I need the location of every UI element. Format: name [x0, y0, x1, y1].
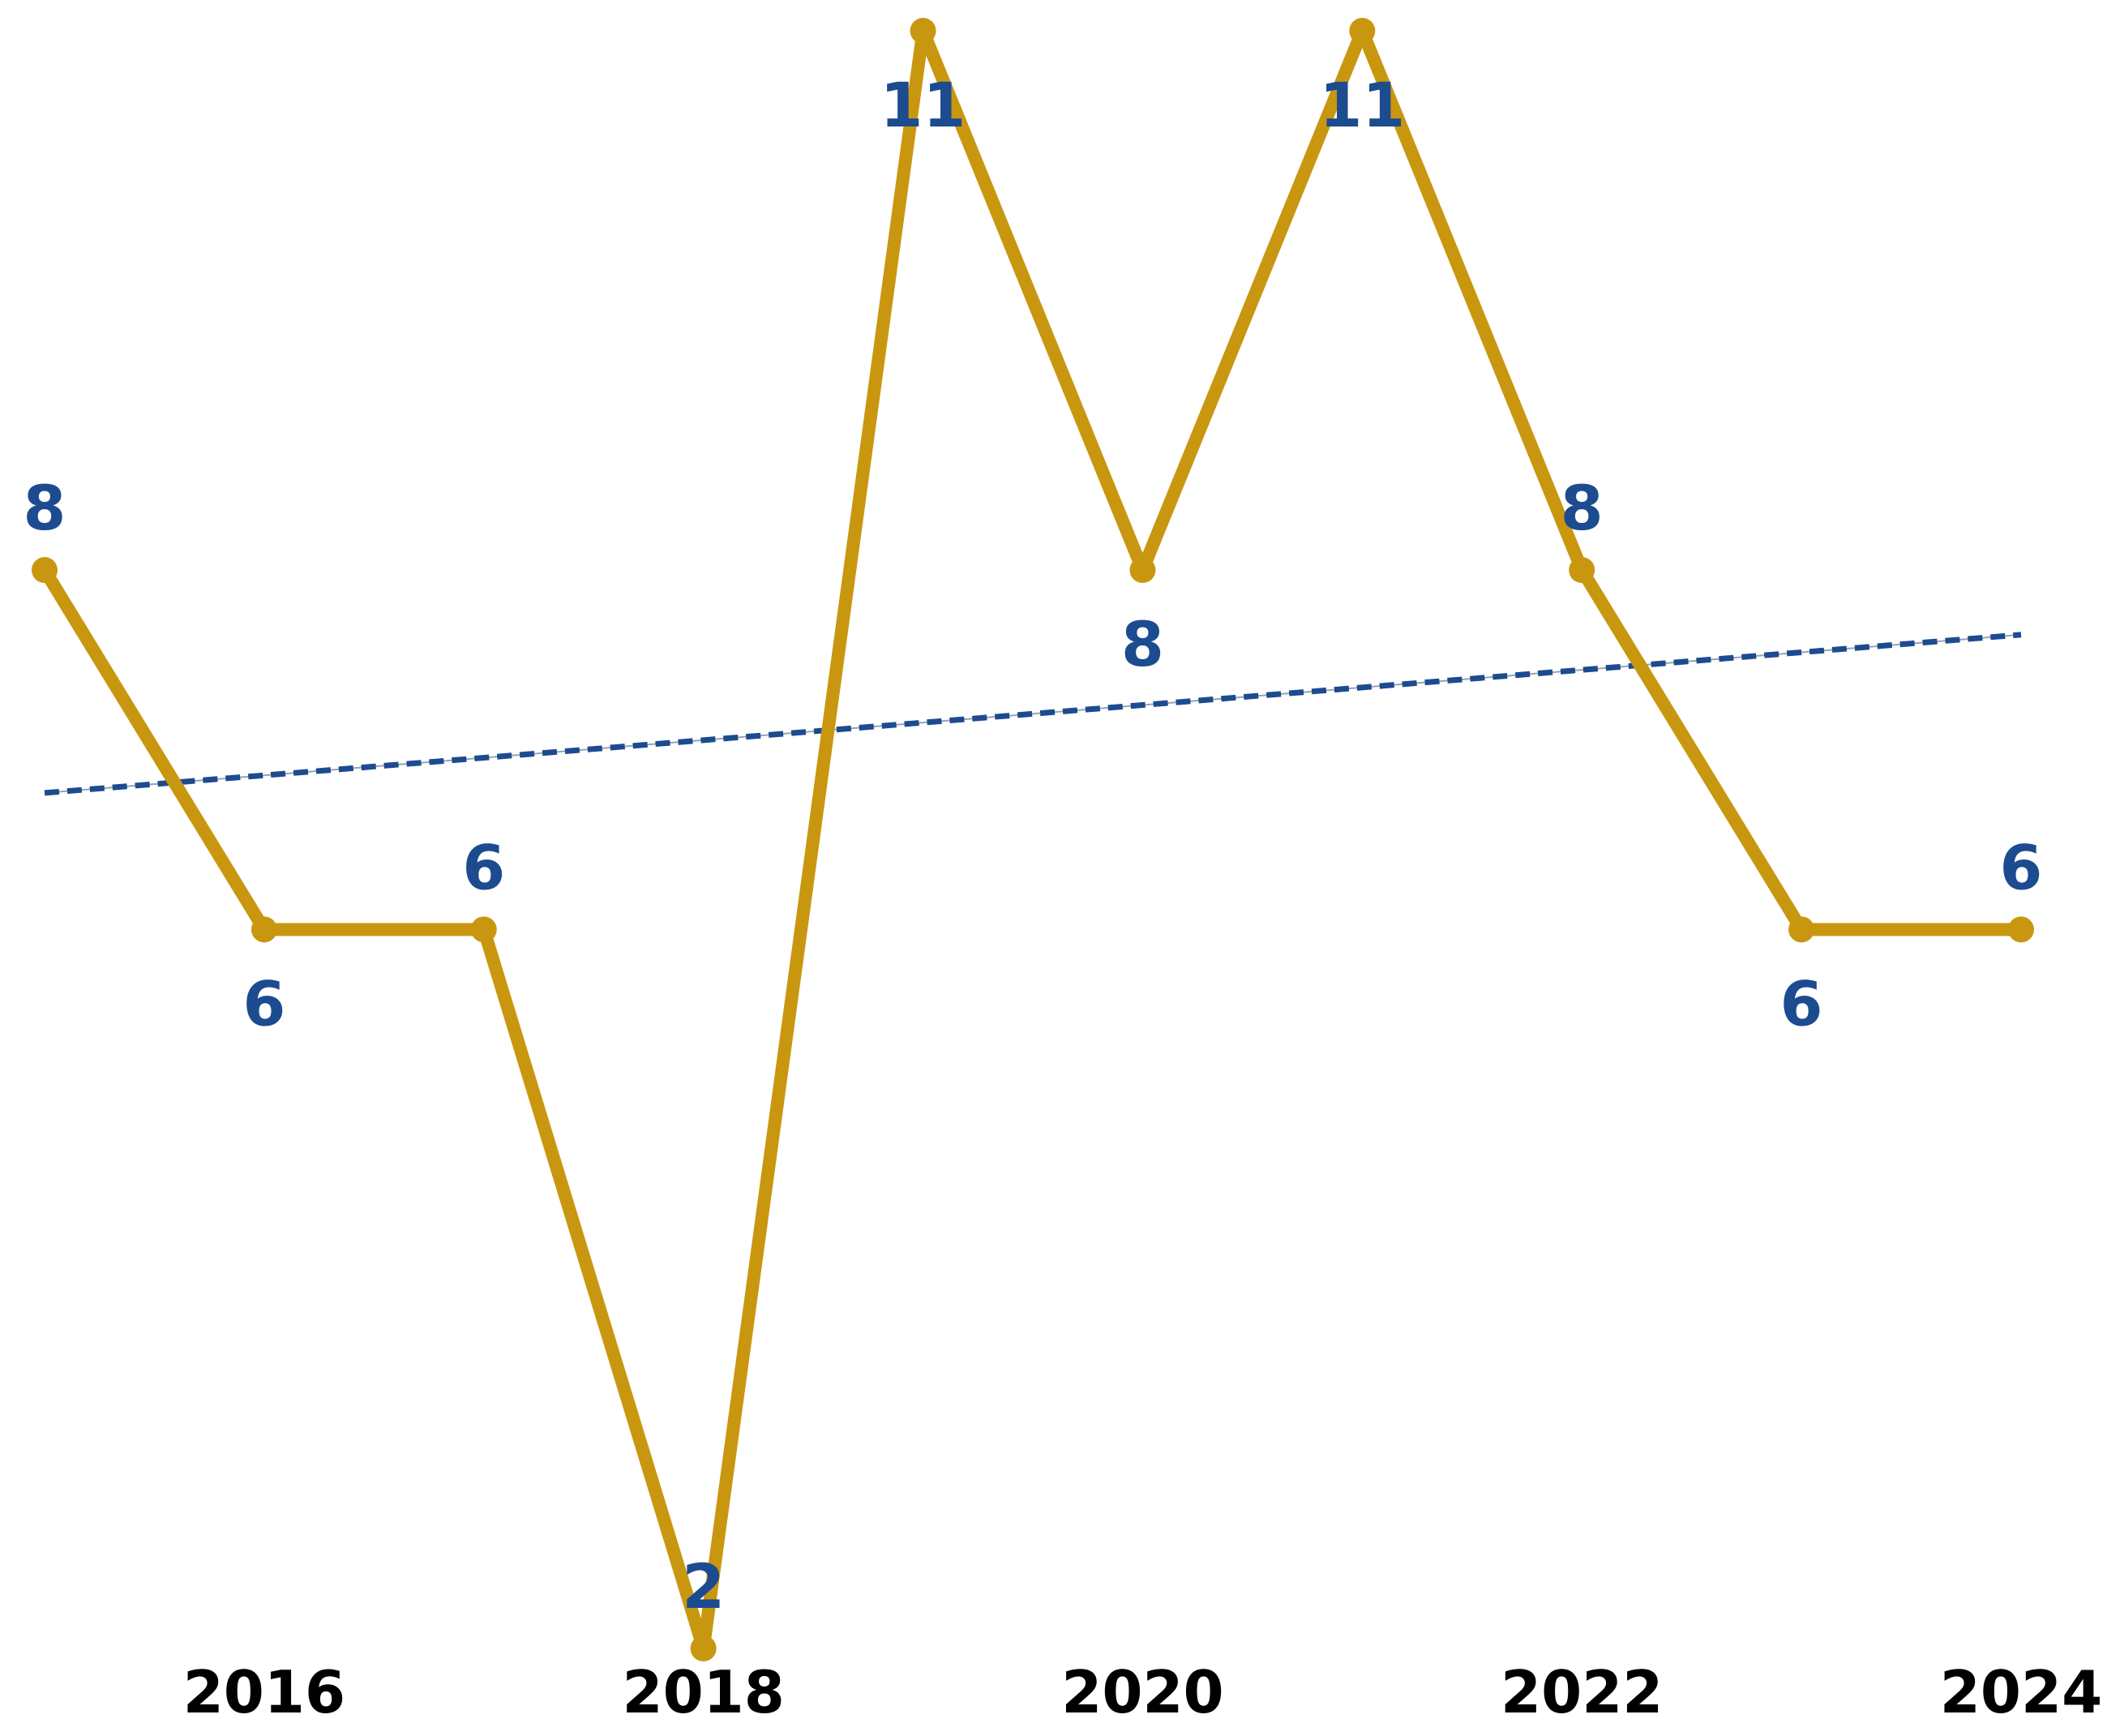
data-label: 8 [1561, 472, 1604, 544]
trendline-layer [44, 632, 2022, 796]
data-label: 11 [880, 69, 966, 141]
x-tick-label: 2024 [1940, 1658, 2102, 1726]
data-point [910, 18, 936, 44]
data-label: 6 [2000, 831, 2043, 903]
data-label: 6 [1780, 967, 1823, 1039]
series-line [38, 24, 2028, 1655]
x-tick-label: 2018 [622, 1658, 784, 1726]
data-label: 8 [24, 472, 66, 544]
data-label: 6 [242, 967, 285, 1039]
data-point [1788, 916, 1815, 943]
data-point [32, 557, 58, 583]
data-label: 6 [462, 831, 505, 903]
data-point [1569, 557, 1595, 583]
data-label: 2 [682, 1550, 725, 1622]
x-tick-label: 2016 [183, 1658, 345, 1726]
x-tick-label: 2020 [1061, 1658, 1223, 1726]
data-label: 8 [1121, 608, 1164, 680]
data-label: 11 [1319, 69, 1405, 141]
trendline [44, 632, 2022, 796]
data-point [690, 1635, 717, 1661]
series-points-layer [32, 18, 2034, 1661]
x-tick-label: 2022 [1501, 1658, 1663, 1726]
data-point [470, 916, 497, 943]
series-line-layer [38, 24, 2028, 1655]
data-point [251, 916, 277, 943]
data-labels-layer: 8 6 6 2 11 8 11 8 6 6 [24, 69, 2043, 1622]
data-point [1349, 18, 1376, 44]
x-axis: 2016 2018 2020 2022 2024 [183, 1658, 2103, 1726]
data-point [1129, 557, 1156, 583]
data-point [2008, 916, 2034, 943]
